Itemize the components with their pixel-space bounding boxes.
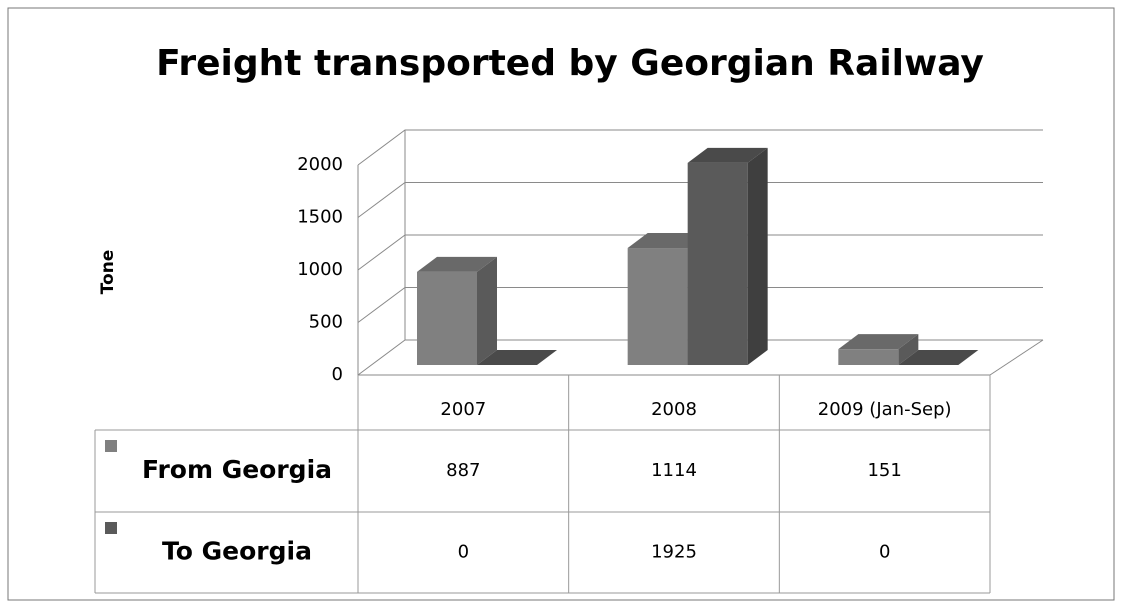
bar bbox=[687, 147, 768, 365]
legend-label: From Georgia bbox=[142, 455, 332, 484]
bar-top bbox=[477, 350, 557, 365]
bar bbox=[898, 350, 979, 365]
x-tick-label: 2008 bbox=[651, 399, 697, 420]
grid-line bbox=[357, 129, 1043, 166]
x-tick-label: 2009 (Jan-Sep) bbox=[818, 399, 952, 420]
bar-top bbox=[687, 147, 768, 163]
bar bbox=[417, 256, 497, 365]
chart-title: Freight transported by Georgian Railway bbox=[156, 43, 984, 84]
y-tick-label: 2000 bbox=[297, 154, 343, 175]
x-tick-label: 2007 bbox=[440, 399, 486, 420]
table-value: 0 bbox=[879, 542, 890, 563]
bar bbox=[838, 334, 919, 365]
y-tick-label: 500 bbox=[309, 312, 343, 333]
bar-top bbox=[898, 350, 979, 365]
bar-side bbox=[747, 147, 768, 365]
bar bbox=[477, 350, 557, 365]
legend-swatch bbox=[105, 440, 117, 452]
y-tick-label: 1000 bbox=[297, 259, 343, 280]
legend-swatch bbox=[105, 522, 117, 534]
table-value: 1114 bbox=[651, 460, 697, 481]
legend-label: To Georgia bbox=[162, 537, 312, 566]
table-value: 887 bbox=[446, 460, 480, 481]
y-tick-label: 0 bbox=[332, 364, 343, 385]
table-value: 1925 bbox=[651, 542, 697, 563]
bar-front bbox=[417, 271, 477, 365]
y-axis-label: Tone bbox=[98, 250, 118, 295]
bar-side bbox=[477, 256, 497, 365]
y-tick-label: 1500 bbox=[297, 207, 343, 228]
grid-line bbox=[357, 287, 1043, 323]
grid-line bbox=[357, 234, 1043, 271]
floor-edge bbox=[989, 339, 1044, 376]
grid-line bbox=[357, 182, 1043, 218]
grid-line bbox=[357, 339, 1043, 376]
bar-side bbox=[898, 334, 919, 365]
chart-border bbox=[7, 7, 1115, 601]
table-value: 0 bbox=[458, 542, 469, 563]
bar-front bbox=[627, 248, 688, 365]
bar-top bbox=[417, 256, 497, 272]
table-value: 151 bbox=[867, 460, 901, 481]
bar-front bbox=[687, 162, 748, 365]
bar-front bbox=[838, 349, 899, 365]
bar-top bbox=[838, 334, 919, 350]
